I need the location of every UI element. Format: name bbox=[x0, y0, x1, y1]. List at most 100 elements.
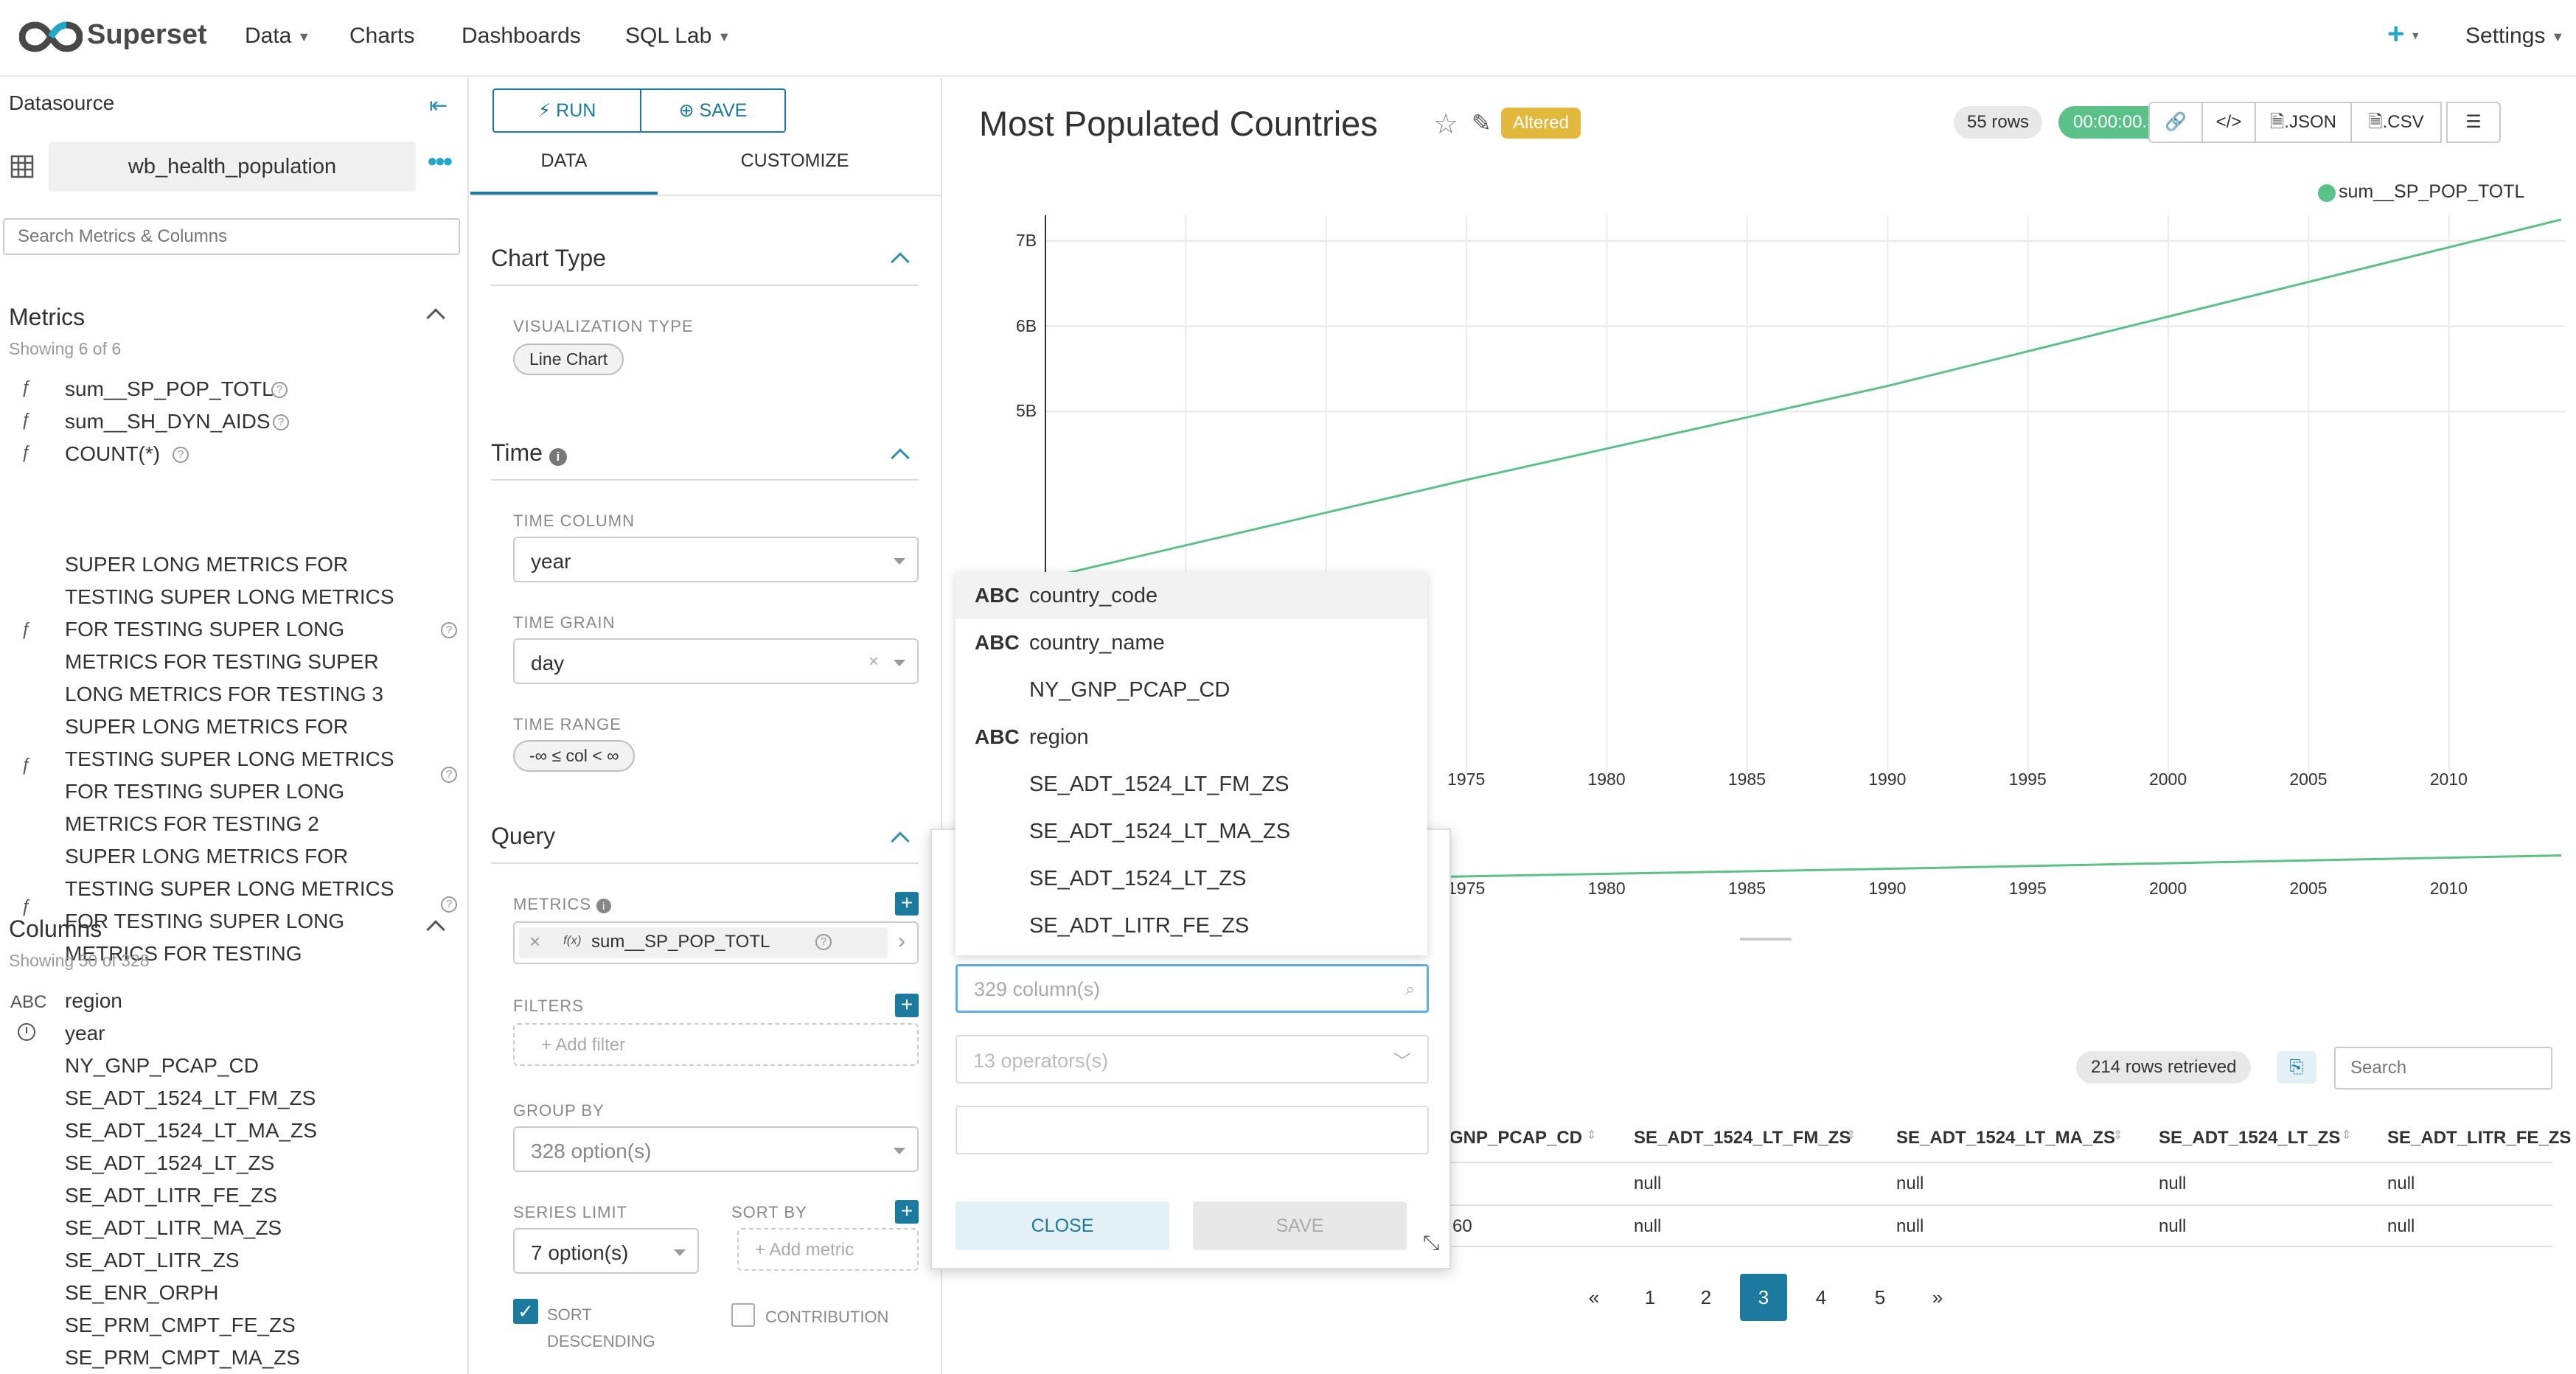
info-icon[interactable]: i bbox=[549, 448, 567, 466]
pagination-page-current[interactable]: 3 bbox=[1740, 1274, 1787, 1321]
column-option[interactable]: SE_ADT_1524_LT_ZS bbox=[955, 855, 1427, 902]
table-header[interactable]: SE_ADT_LITR_FE_ZS bbox=[2387, 1128, 2572, 1148]
chart-type-title[interactable]: Chart Type bbox=[491, 245, 606, 271]
nav-settings[interactable]: Settings ▼ bbox=[2465, 24, 2564, 49]
altered-badge[interactable]: Altered bbox=[1501, 108, 1581, 139]
column-item[interactable]: SE_ADT_LITR_FE_ZS bbox=[65, 1184, 277, 1207]
resize-icon[interactable]: ⤡ bbox=[1423, 1231, 1440, 1254]
column-option[interactable]: ABC country_code bbox=[955, 572, 1427, 619]
pagination-page[interactable]: 2 bbox=[1700, 1286, 1712, 1308]
save-button[interactable]: ⊕ SAVE bbox=[640, 88, 786, 133]
group-by-select[interactable]: 328 option(s) bbox=[513, 1126, 919, 1172]
column-option[interactable]: SE_ADT_1524_LT_FM_ZS bbox=[955, 761, 1427, 808]
column-item[interactable]: SE_ADT_LITR_MA_ZS bbox=[65, 1216, 282, 1239]
help-icon[interactable]: ? bbox=[273, 414, 289, 430]
contribution-checkbox[interactable] bbox=[731, 1303, 755, 1327]
legend-dot[interactable] bbox=[2318, 184, 2336, 202]
column-option[interactable]: NY_GNP_PCAP_CD bbox=[955, 666, 1427, 714]
sort-descending-checkbox[interactable]: ✓ bbox=[513, 1299, 538, 1324]
star-icon[interactable]: ☆ bbox=[1433, 109, 1459, 140]
brand-name[interactable]: Superset bbox=[87, 19, 207, 50]
pagination-prev[interactable]: « bbox=[1588, 1286, 1600, 1308]
superset-logo-icon[interactable] bbox=[18, 19, 83, 55]
chevron-up-icon[interactable] bbox=[891, 252, 910, 271]
column-option[interactable]: SE_ADT_LITR_FE_ZS bbox=[955, 902, 1427, 949]
search-metrics-input[interactable] bbox=[3, 218, 460, 255]
nav-charts[interactable]: Charts bbox=[349, 24, 415, 48]
time-grain-select[interactable]: day × bbox=[513, 638, 919, 684]
column-option[interactable]: ABC country_name bbox=[955, 619, 1427, 666]
popover-save-button[interactable]: SAVE bbox=[1193, 1202, 1407, 1250]
nav-sql-lab[interactable]: SQL Lab ▼ bbox=[625, 24, 731, 49]
sort-icon[interactable]: ⇕ bbox=[2113, 1129, 2123, 1142]
nav-data[interactable]: Data ▼ bbox=[245, 24, 310, 49]
pagination-page[interactable]: 4 bbox=[1815, 1286, 1827, 1308]
pagination-next[interactable]: » bbox=[1932, 1286, 1943, 1308]
metric-chip[interactable]: × f(x) sum__SP_POP_TOTL ? › bbox=[513, 921, 919, 964]
table-header[interactable]: GNP_PCAP_CD bbox=[1449, 1128, 1583, 1148]
table-header[interactable]: SE_ADT_1524_LT_ZS bbox=[2159, 1128, 2341, 1148]
help-icon[interactable]: ? bbox=[173, 447, 189, 463]
datasource-menu-icon[interactable]: ••• bbox=[428, 146, 453, 176]
chevron-up-icon[interactable] bbox=[426, 920, 445, 939]
time-range-pill[interactable]: -∞ ≤ col < ∞ bbox=[513, 740, 636, 772]
add-filter-button[interactable]: + Add filter bbox=[513, 1023, 919, 1066]
chevron-right-icon[interactable]: › bbox=[898, 929, 905, 953]
resize-handle[interactable] bbox=[1740, 938, 1792, 941]
column-item[interactable]: year bbox=[65, 1022, 105, 1045]
nav-dashboards[interactable]: Dashboards bbox=[462, 24, 581, 48]
column-item[interactable]: NY_GNP_PCAP_CD bbox=[65, 1054, 259, 1077]
table-header[interactable]: SE_ADT_1524_LT_FM_ZS bbox=[1634, 1128, 1851, 1148]
table-search-input[interactable] bbox=[2334, 1047, 2552, 1089]
popover-close-button[interactable]: CLOSE bbox=[955, 1202, 1169, 1250]
add-sort-metric-button[interactable]: + Add metric bbox=[737, 1228, 919, 1271]
export-csv-button[interactable]: 🗎.CSV bbox=[2350, 102, 2442, 143]
export-json-button[interactable]: 🗎.JSON bbox=[2255, 102, 2352, 143]
column-item[interactable]: SE_PRM_CMPT_MA_ZS bbox=[65, 1346, 300, 1369]
metrics-section-title[interactable]: Metrics bbox=[9, 304, 86, 330]
legend-label[interactable]: sum__SP_POP_TOTL bbox=[2339, 181, 2525, 202]
column-search-input[interactable]: 329 column(s) ⌕ bbox=[955, 964, 1429, 1013]
help-icon[interactable]: ? bbox=[271, 382, 288, 398]
chevron-up-icon[interactable] bbox=[426, 308, 445, 327]
column-item[interactable]: SE_ENR_ORPH bbox=[65, 1281, 219, 1304]
series-limit-select[interactable]: 7 option(s) bbox=[513, 1228, 699, 1274]
add-metric-icon[interactable]: + bbox=[895, 892, 919, 916]
help-icon[interactable]: ? bbox=[441, 896, 457, 913]
pagination-page[interactable]: 1 bbox=[1644, 1286, 1656, 1308]
chevron-up-icon[interactable] bbox=[891, 831, 910, 851]
add-sort-icon[interactable]: + bbox=[895, 1200, 919, 1224]
help-icon[interactable]: ? bbox=[815, 934, 832, 950]
more-menu-button[interactable]: ☰ bbox=[2446, 102, 2501, 143]
column-option[interactable]: ABC region bbox=[955, 714, 1427, 761]
copy-button[interactable]: ⎘ bbox=[2277, 1051, 2316, 1084]
chevron-up-icon[interactable] bbox=[891, 448, 910, 467]
remove-icon[interactable]: × bbox=[529, 930, 541, 952]
viz-type-pill[interactable]: Line Chart bbox=[513, 344, 624, 375]
collapse-panel-icon[interactable]: ⇤ bbox=[429, 94, 448, 118]
edit-icon[interactable]: ✎ bbox=[1472, 110, 1491, 136]
sort-icon[interactable]: ⇕ bbox=[1587, 1129, 1597, 1142]
column-item[interactable]: SE_ADT_1524_LT_FM_ZS bbox=[65, 1087, 316, 1109]
embed-button[interactable]: </> bbox=[2201, 102, 2256, 143]
columns-section-title[interactable]: Columns bbox=[9, 916, 102, 942]
run-button[interactable]: ⚡ RUN bbox=[492, 88, 641, 133]
datasource-name[interactable]: wb_health_population bbox=[49, 142, 416, 192]
column-option[interactable]: SE_ADT_1524_LT_MA_ZS bbox=[955, 808, 1427, 855]
column-item[interactable]: SE_ADT_LITR_ZS bbox=[65, 1249, 240, 1272]
sort-icon[interactable]: ⇕ bbox=[2342, 1129, 2352, 1142]
info-icon[interactable]: i bbox=[596, 899, 612, 913]
pagination-page[interactable]: 5 bbox=[1874, 1286, 1886, 1308]
column-item[interactable]: region bbox=[65, 989, 122, 1012]
nav-plus-menu[interactable]: + ▼ bbox=[2387, 18, 2420, 51]
query-title[interactable]: Query bbox=[491, 823, 556, 849]
time-title[interactable]: Time i bbox=[491, 439, 567, 467]
table-header[interactable]: SE_ADT_1524_LT_MA_ZS bbox=[1896, 1128, 2115, 1148]
help-icon[interactable]: ? bbox=[441, 622, 457, 638]
time-column-select[interactable]: year bbox=[513, 537, 919, 582]
column-item[interactable]: SE_ADT_1524_LT_ZS bbox=[65, 1151, 275, 1174]
operator-select[interactable]: 13 operators(s) ﹀ bbox=[955, 1035, 1429, 1084]
link-button[interactable]: 🔗 bbox=[2148, 102, 2203, 143]
filter-value-input[interactable] bbox=[955, 1106, 1429, 1154]
clear-icon[interactable]: × bbox=[868, 652, 879, 672]
